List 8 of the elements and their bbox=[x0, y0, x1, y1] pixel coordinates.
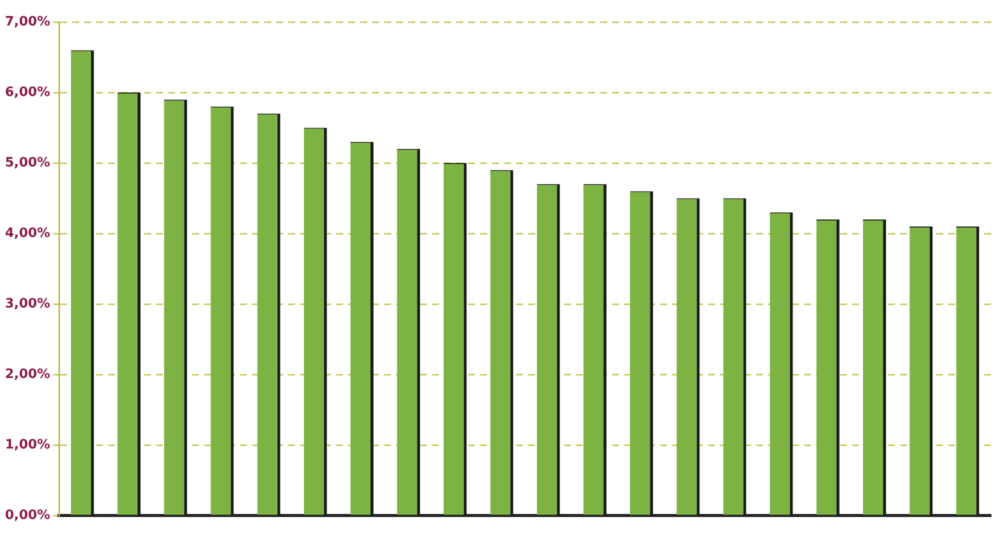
y-tick-label: 0,00% bbox=[4, 508, 50, 523]
y-tick-label: 1,00% bbox=[4, 437, 50, 452]
y-tick-label: 4,00% bbox=[4, 226, 50, 241]
y-tick-label: 5,00% bbox=[4, 155, 50, 170]
y-tick-label: 2,00% bbox=[4, 366, 50, 382]
y-tick-label: 6,00% bbox=[4, 84, 50, 100]
y-tick-label: 7,00% bbox=[4, 14, 50, 30]
y-tick-label: 3,00% bbox=[4, 296, 50, 312]
